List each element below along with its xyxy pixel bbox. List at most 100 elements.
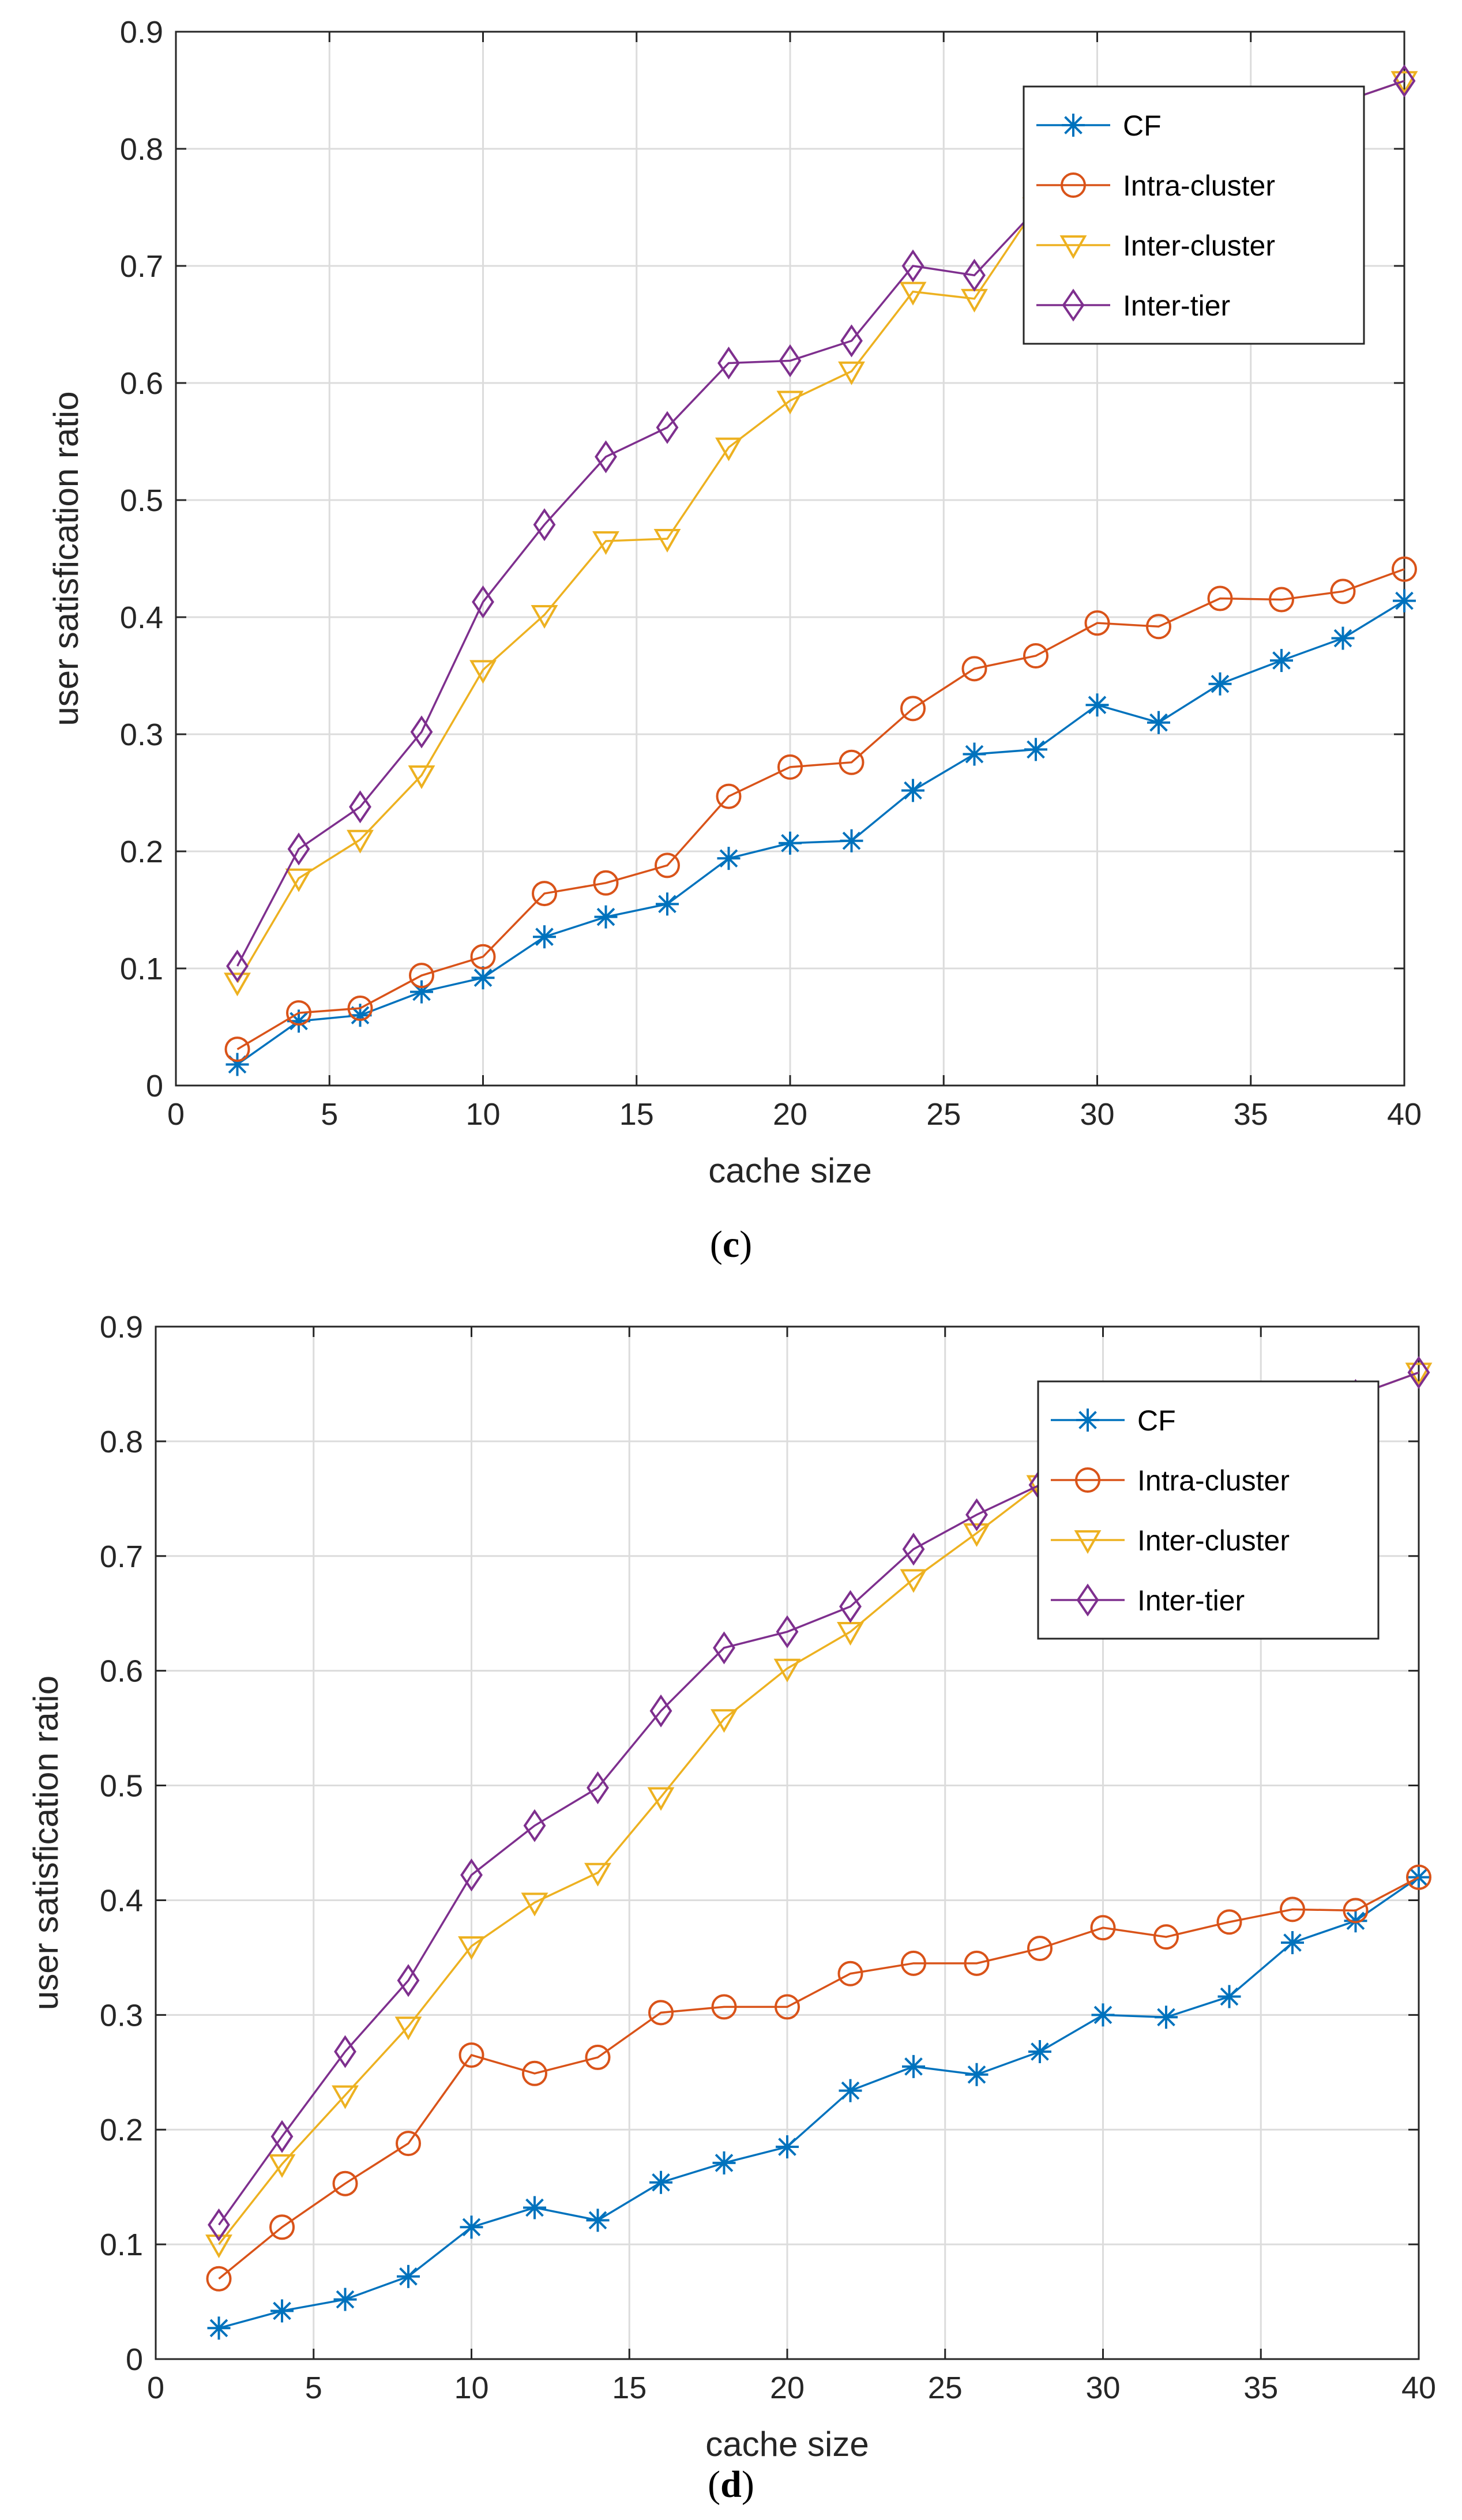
- legend-item: CF: [1036, 110, 1162, 142]
- data-point: [1407, 1355, 1430, 1389]
- data-point: [840, 324, 863, 358]
- data-point: [270, 2299, 294, 2323]
- data-point: [656, 411, 679, 444]
- data-point: [649, 2170, 672, 2194]
- data-point: [1028, 2040, 1051, 2063]
- data-point: [963, 1523, 990, 1548]
- data-point: [226, 949, 249, 983]
- ticks: 0 5 10 15 20 25 30 35 40 0 0.1 0.2 0.3 0.4 0.5 0.6 0.7 0.…: [100, 1310, 1436, 2405]
- data-point: [1207, 585, 1233, 611]
- data-point: [286, 1000, 311, 1026]
- legend-item: Inter-cluster: [1036, 230, 1275, 262]
- data-point: [717, 847, 741, 870]
- y-tick-label: 0.9: [120, 15, 163, 50]
- data-point: [410, 715, 433, 749]
- y-tick-label: 0.4: [100, 1883, 143, 1918]
- data-point: [533, 925, 556, 949]
- data-point: [1146, 614, 1171, 640]
- data-point-stroke: [719, 849, 738, 867]
- data-point-stroke: [462, 2218, 481, 2237]
- data-point: [531, 604, 558, 629]
- caption-d: (d): [0, 2463, 1462, 2507]
- data-point: [532, 881, 557, 907]
- legend: CF Intra-cluster Inter-cluster Inter-tier: [1023, 85, 1365, 345]
- data-point: [471, 966, 495, 990]
- data-point: [205, 2234, 232, 2259]
- grid-lines: [176, 32, 1404, 1086]
- caption-letter: c: [722, 1223, 740, 1265]
- data-point: [964, 1950, 990, 1976]
- legend-marker: [1075, 1467, 1100, 1493]
- legend-label: CF: [1123, 110, 1162, 142]
- legend-marker: [1059, 235, 1087, 260]
- caption-close: ): [739, 1223, 753, 1265]
- data-point: [347, 996, 373, 1021]
- data-point-stroke: [351, 1006, 370, 1025]
- data-point: [585, 2044, 611, 2070]
- legend-item: Intra-cluster: [1036, 170, 1275, 202]
- legend-label: CF: [1137, 1404, 1176, 1437]
- data-point: [1406, 1864, 1431, 1890]
- data-point: [1344, 1909, 1367, 1933]
- data-point: [711, 1709, 738, 1733]
- data-point: [592, 531, 619, 555]
- data-point: [649, 1694, 672, 1727]
- x-tick-label: 20: [773, 1097, 807, 1132]
- data-point-stroke: [1211, 674, 1230, 693]
- data-point: [1155, 2006, 1178, 2029]
- caption-letter: d: [720, 2463, 742, 2506]
- x-tick-label: 25: [926, 1097, 961, 1132]
- y-tick-label: 0.9: [100, 1310, 143, 1344]
- legend-marker: [1074, 1530, 1102, 1554]
- data-point-stroke: [1220, 1987, 1239, 2006]
- data-point: [408, 765, 435, 790]
- data-point: [584, 1862, 611, 1887]
- legend-marker: [1062, 114, 1085, 137]
- line-chart-c: 0 5 10 15 20 25 30 35 40 0 0.1 0.2 0.3 0.4 0.5 0.6 0.7 0.…: [47, 15, 1422, 1190]
- y-tick-label: 0: [126, 2342, 143, 2377]
- data-point: [655, 852, 680, 878]
- x-tick-label: 30: [1085, 2371, 1120, 2405]
- chart-panel-d: 0 5 10 15 20 25 30 35 40 0 0.1 0.2 0.3 0.4 0.5 0.6 0.7 0.…: [0, 1286, 1462, 2520]
- y-axis-title: user satisfication ratio: [47, 391, 85, 726]
- data-point: [901, 1950, 926, 1976]
- y-tick-label: 0.2: [100, 2113, 143, 2147]
- data-point: [963, 258, 986, 292]
- data-point: [899, 281, 927, 306]
- data-point-stroke: [1031, 2042, 1049, 2061]
- data-point: [1216, 1909, 1242, 1935]
- y-tick-label: 0: [146, 1069, 163, 1103]
- x-tick-label: 0: [147, 2371, 164, 2405]
- data-point: [1280, 1896, 1305, 1922]
- x-tick-label: 40: [1387, 1097, 1422, 1132]
- data-point-stroke: [652, 2173, 670, 2192]
- data-point: [839, 749, 865, 775]
- data-point: [773, 1658, 801, 1682]
- legend: CF Intra-cluster Inter-cluster Inter-tier: [1037, 1380, 1380, 1640]
- data-point: [647, 1787, 675, 1811]
- legend-marker-stroke: [1078, 1411, 1097, 1429]
- x-tick-label: 0: [167, 1097, 185, 1132]
- data-point: [776, 390, 804, 415]
- data-point: [208, 2208, 230, 2241]
- data-point: [1393, 64, 1416, 97]
- data-point: [1270, 649, 1293, 673]
- data-point: [779, 344, 802, 377]
- data-point: [900, 1569, 927, 1593]
- x-tick-label: 20: [770, 2371, 805, 2405]
- data-point: [965, 2063, 989, 2086]
- data-point: [349, 790, 371, 824]
- data-point: [523, 1809, 546, 1842]
- data-point: [1208, 672, 1232, 696]
- data-point: [717, 346, 740, 380]
- series-intra-cluster: [224, 556, 1417, 1062]
- y-tick-label: 0.3: [100, 1998, 143, 2033]
- data-point: [902, 1533, 925, 1566]
- legend-item: Inter-tier: [1036, 288, 1230, 322]
- y-tick-label: 0.8: [120, 132, 163, 167]
- legend-marker: [1062, 288, 1085, 322]
- data-point: [1147, 711, 1170, 734]
- legend-label: Inter-tier: [1137, 1584, 1245, 1617]
- data-point-stroke: [535, 927, 554, 947]
- data-point: [1023, 643, 1048, 669]
